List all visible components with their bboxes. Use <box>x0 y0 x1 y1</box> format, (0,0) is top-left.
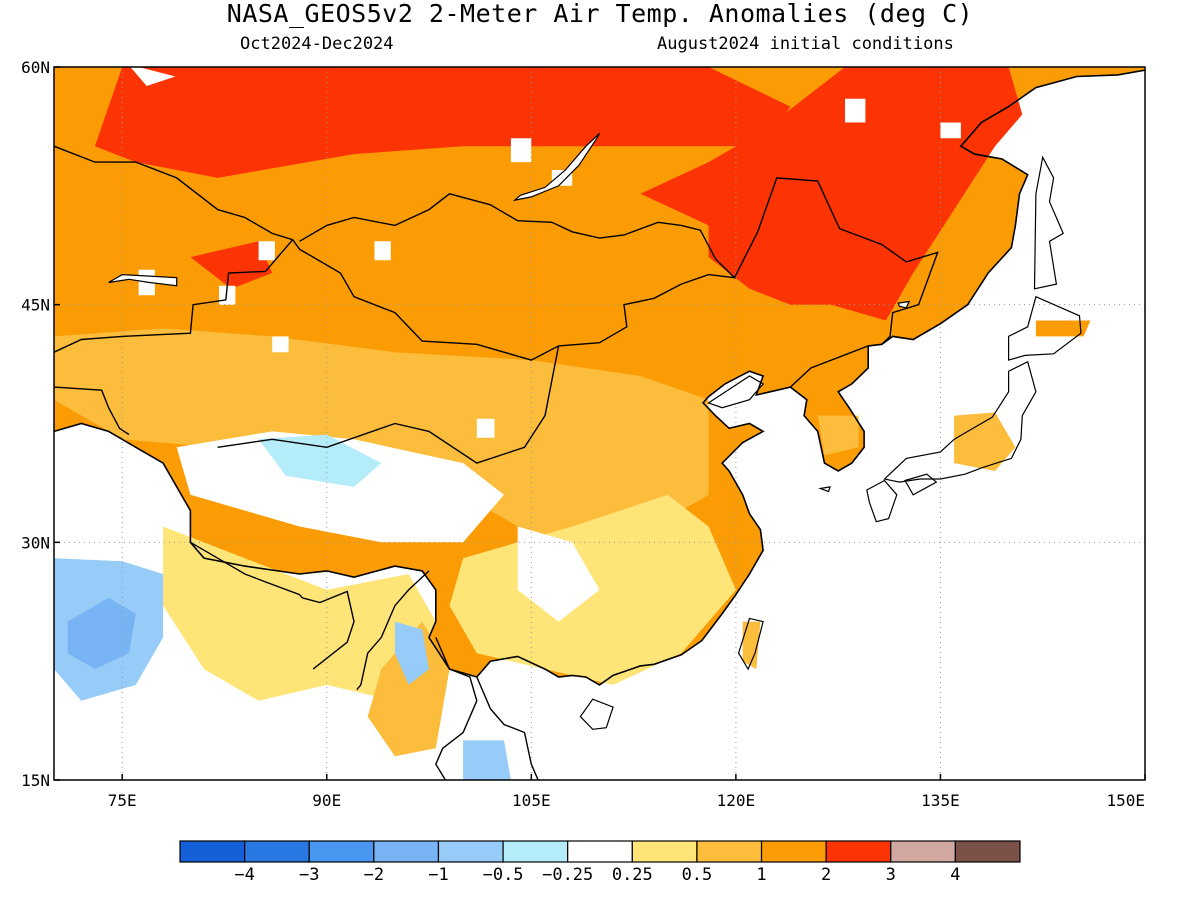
anomaly-region-central-asia-warm <box>54 328 709 543</box>
country-border <box>394 345 560 464</box>
lat-tick-label: 60N <box>21 58 50 77</box>
anomaly-region-bay-bengal-cool <box>394 621 429 685</box>
anomaly-region-sichuan-neutral <box>517 526 600 622</box>
bo-hai <box>707 375 765 409</box>
colorbar-swatch <box>760 840 827 863</box>
anomaly-region-tibet-neutral <box>176 431 504 543</box>
colorbar-label: −0.25 <box>542 865 593 885</box>
anomaly-region-tibet-cool <box>258 434 382 487</box>
country-border <box>476 676 539 780</box>
country-border <box>356 570 430 691</box>
colorbar-swatch <box>437 840 504 863</box>
colorbar-label: −3 <box>299 865 319 885</box>
country-border <box>54 386 130 436</box>
colorbar-swatch <box>825 840 892 863</box>
no-data-cell <box>130 67 176 86</box>
anomaly-region-korea-warm <box>817 415 859 456</box>
no-data-cell <box>272 336 289 353</box>
lat-tick-label: 30N <box>21 533 50 552</box>
island-sakhalin <box>1033 155 1064 290</box>
no-data-cell <box>940 122 961 139</box>
coastline <box>54 69 1145 686</box>
lon-tick-label: 120E <box>717 791 756 810</box>
colorbar-label: −4 <box>234 865 254 885</box>
lon-tick-label: 75E <box>108 791 137 810</box>
colorbar-label: −0.5 <box>483 865 524 885</box>
country-border <box>190 541 303 599</box>
island-taiwan <box>737 617 764 671</box>
island-hokkaido <box>1007 295 1082 361</box>
map-title: NASA_GEOS5v2 2-Meter Air Temp. Anomalies… <box>226 0 974 28</box>
island-honshu <box>883 360 1037 483</box>
lake-baikal <box>512 133 601 202</box>
colorbar-swatch <box>631 840 698 863</box>
colorbar-swatch <box>567 840 633 863</box>
lon-tick-label: 90E <box>312 791 341 810</box>
colorbar-swatch <box>179 840 246 863</box>
colorbar-swatch <box>890 840 956 863</box>
anomaly-region-hokkaido-warm <box>1035 320 1091 337</box>
country-border <box>54 239 294 353</box>
colorbar-label: 0.25 <box>612 865 653 885</box>
anomaly-region-japan-warm <box>954 412 1016 471</box>
no-data-cell <box>510 138 532 163</box>
no-data-cell <box>258 241 275 261</box>
map-frame <box>53 66 1146 781</box>
lat-tick-label: 45N <box>21 296 50 315</box>
anomaly-region-kazakh-spot <box>190 241 273 289</box>
colorbar-swatch <box>244 840 310 863</box>
island-shikoku <box>904 473 938 496</box>
island-jeju <box>818 486 831 493</box>
colorbar-label: −2 <box>364 865 384 885</box>
colorbar-label: 1 <box>756 865 766 885</box>
anomaly-region-siberia-north <box>94 67 791 178</box>
country-border <box>302 590 355 670</box>
no-data-cell <box>374 241 391 261</box>
country-border <box>217 422 396 449</box>
no-data-cell <box>845 98 866 123</box>
colorbar-swatch <box>308 840 375 863</box>
anomaly-region-indochina-cool <box>463 740 511 780</box>
island-kyushu <box>866 479 898 523</box>
country-border <box>733 177 939 345</box>
colorbar-swatch <box>954 840 1021 863</box>
lat-tick-label: 15N <box>21 771 50 790</box>
anomaly-region-pakistan-colder <box>67 597 136 670</box>
anomaly-region-myanmar-warm <box>367 621 450 757</box>
forecast-period: Oct2024-Dec2024 <box>240 34 394 54</box>
no-data-cell <box>476 418 495 438</box>
colorbar-swatch <box>502 840 569 863</box>
anomaly-region-india-warm <box>163 526 436 701</box>
colorbar-label: 4 <box>950 865 960 885</box>
lon-tick-label: 105E <box>512 791 551 810</box>
colorbar-label: 0.5 <box>682 865 713 885</box>
initial-conditions: August2024 initial conditions <box>657 34 954 54</box>
colorbar-label: 2 <box>821 865 831 885</box>
colorbar-swatch <box>696 840 763 863</box>
colorbar-swatch <box>373 840 440 863</box>
island-hainan <box>579 698 614 730</box>
lon-tick-label: 135E <box>921 791 960 810</box>
anomaly-region-taiwan-warm <box>742 621 761 670</box>
lon-tick-label: 150E <box>1106 791 1145 810</box>
colorbar-label: 3 <box>886 865 896 885</box>
colorbar-label: −1 <box>428 865 448 885</box>
country-border <box>54 145 737 361</box>
country-border <box>789 345 869 388</box>
lake-balkhash <box>108 273 178 287</box>
